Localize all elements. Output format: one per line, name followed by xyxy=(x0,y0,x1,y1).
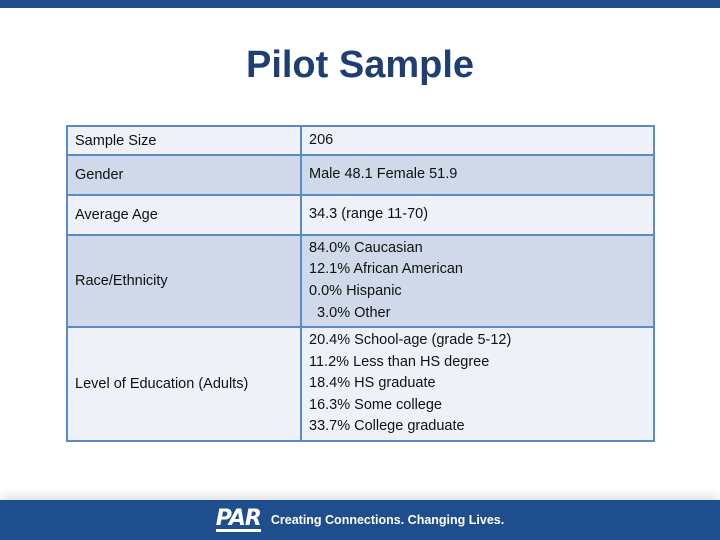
value-line: 0.0% Hispanic xyxy=(309,283,402,299)
table-row-race-ethnicity: Race/Ethnicity 84.0% Caucasian 12.1% Afr… xyxy=(66,234,655,328)
table-row-education: Level of Education (Adults) 20.4% School… xyxy=(66,326,655,442)
table-row-average-age: Average Age 34.3 (range 11-70) xyxy=(66,194,655,236)
row-label: Average Age xyxy=(66,194,302,236)
row-label: Race/Ethnicity xyxy=(66,234,302,328)
value-line: 34.3 (range 11-70) xyxy=(309,206,429,223)
value-line: 12.1% African American xyxy=(309,261,463,278)
row-label: Sample Size xyxy=(66,125,302,156)
value-line: 16.3% Some college xyxy=(309,396,442,413)
par-logo: PAR xyxy=(215,505,262,532)
top-accent-bar xyxy=(0,0,720,8)
value-line: 84.0% Caucasian xyxy=(309,239,423,256)
row-value: 34.3 (range 11-70) xyxy=(300,194,655,236)
footer-bar: PAR Creating Connections. Changing Lives… xyxy=(0,500,720,540)
value-line: 206 xyxy=(309,131,334,148)
value-line: 11.2% Less than HS degree xyxy=(309,353,490,370)
table-row-sample-size: Sample Size 206 xyxy=(66,125,655,156)
slide-title: Pilot Sample xyxy=(245,44,475,86)
pilot-sample-table: Sample Size 206 Gender Male 48.1 Female … xyxy=(66,125,655,442)
row-label: Gender xyxy=(66,154,302,196)
row-value: 20.4% School-age (grade 5-12) 11.2% Less… xyxy=(300,326,655,442)
row-value: 84.0% Caucasian 12.1% African American 0… xyxy=(300,234,655,328)
value-line: 18.4% HS graduate xyxy=(309,375,436,392)
footer-tagline: Creating Connections. Changing Lives. xyxy=(270,513,505,527)
row-label: Level of Education (Adults) xyxy=(66,326,302,442)
row-value: Male 48.1 Female 51.9 xyxy=(300,154,655,196)
value-line: 33.7% College graduate xyxy=(309,418,465,435)
row-value: 206 xyxy=(300,125,655,156)
value-line: 20.4% School-age (grade 5-12) xyxy=(309,332,512,349)
value-line: 3.0% Other xyxy=(309,304,391,321)
value-line: Male 48.1 Female 51.9 xyxy=(309,166,458,183)
table-row-gender: Gender Male 48.1 Female 51.9 xyxy=(66,154,655,196)
